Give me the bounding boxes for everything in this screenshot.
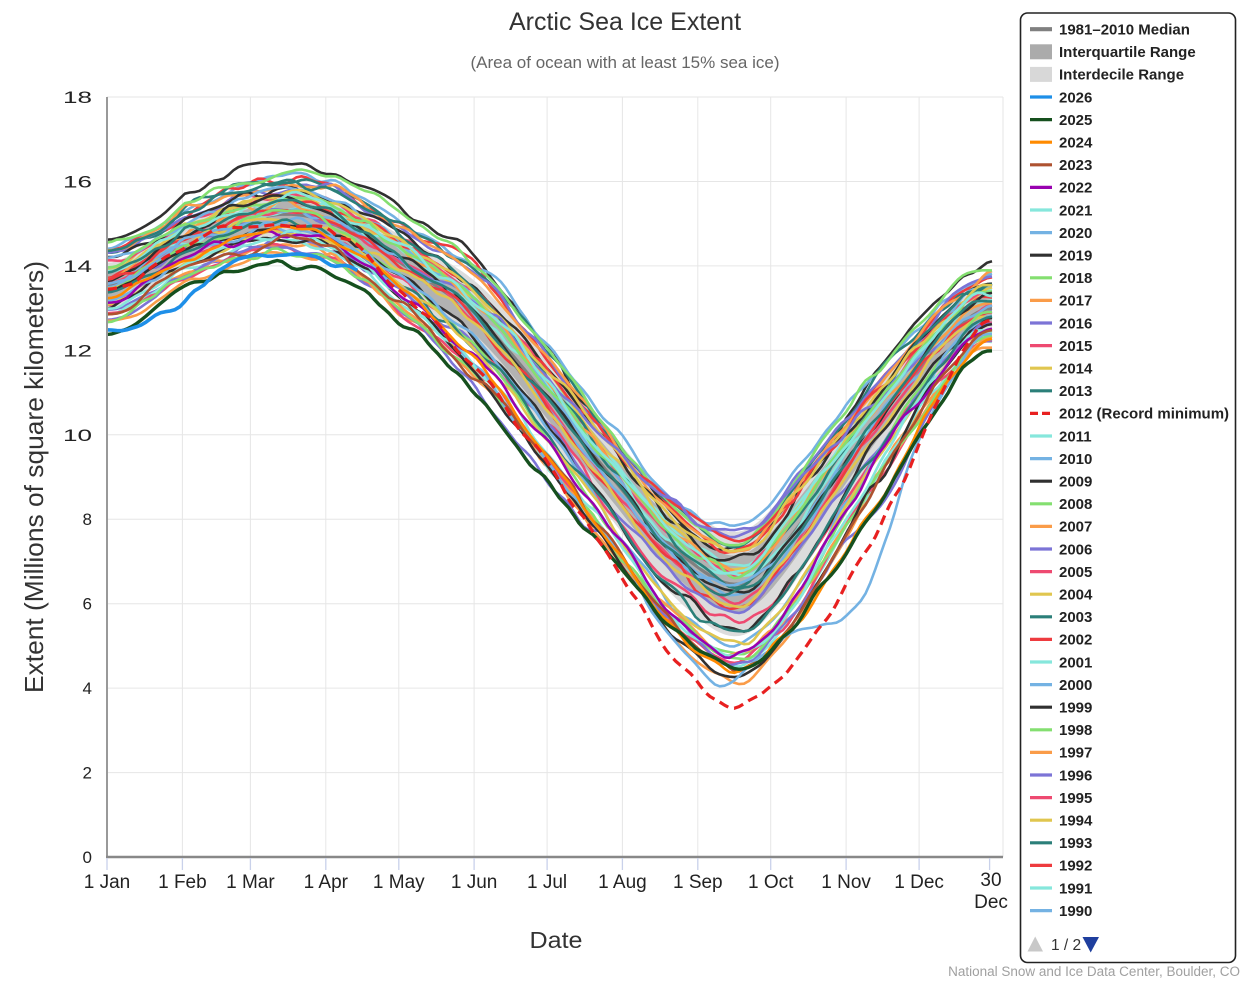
svg-text:Extent (Millions of square kil: Extent (Millions of square kilometers): [19, 261, 49, 693]
svg-text:2024: 2024: [1059, 135, 1093, 152]
svg-text:4: 4: [83, 679, 92, 698]
svg-text:1991: 1991: [1059, 880, 1092, 897]
svg-text:Interquartile Range: Interquartile Range: [1059, 44, 1196, 61]
svg-text:1 Sep: 1 Sep: [673, 872, 723, 893]
svg-text:2017: 2017: [1059, 293, 1092, 310]
svg-text:2022: 2022: [1059, 180, 1092, 197]
svg-text:2001: 2001: [1059, 654, 1092, 671]
svg-text:1999: 1999: [1059, 700, 1092, 717]
svg-text:1995: 1995: [1059, 790, 1092, 807]
svg-text:2009: 2009: [1059, 474, 1092, 491]
svg-text:2016: 2016: [1059, 315, 1092, 332]
svg-text:1 / 2: 1 / 2: [1051, 937, 1081, 954]
svg-text:2: 2: [83, 764, 92, 783]
svg-text:2023: 2023: [1059, 157, 1092, 174]
svg-text:1992: 1992: [1059, 858, 1092, 875]
svg-text:2018: 2018: [1059, 270, 1092, 287]
svg-text:2002: 2002: [1059, 632, 1092, 649]
svg-text:2015: 2015: [1059, 338, 1092, 355]
svg-text:2005: 2005: [1059, 564, 1092, 581]
svg-text:1 Oct: 1 Oct: [748, 872, 794, 893]
svg-text:1 May: 1 May: [373, 872, 425, 893]
svg-text:Interdecile Range: Interdecile Range: [1059, 67, 1184, 84]
svg-text:1 Nov: 1 Nov: [821, 872, 871, 893]
svg-text:0: 0: [83, 848, 92, 867]
svg-text:1 Mar: 1 Mar: [226, 872, 275, 893]
svg-text:2021: 2021: [1059, 202, 1092, 219]
svg-text:2019: 2019: [1059, 248, 1092, 265]
svg-text:2026: 2026: [1059, 89, 1092, 106]
svg-text:1993: 1993: [1059, 835, 1092, 852]
svg-text:2000: 2000: [1059, 677, 1092, 694]
svg-text:10: 10: [63, 426, 92, 445]
svg-text:8: 8: [83, 510, 92, 529]
svg-text:1 Dec: 1 Dec: [894, 872, 944, 893]
svg-text:1997: 1997: [1059, 745, 1092, 762]
svg-text:2012 (Record minimum): 2012 (Record minimum): [1059, 406, 1229, 423]
svg-text:2020: 2020: [1059, 225, 1092, 242]
svg-text:2008: 2008: [1059, 496, 1092, 513]
svg-text:1 Jan: 1 Jan: [84, 872, 130, 893]
svg-text:(Area of ocean with at least 1: (Area of ocean with at least 15% sea ice…: [471, 53, 780, 72]
svg-text:2006: 2006: [1059, 541, 1092, 558]
svg-text:Date: Date: [530, 927, 583, 953]
svg-text:1981–2010 Median: 1981–2010 Median: [1059, 22, 1190, 39]
svg-text:1 Apr: 1 Apr: [304, 872, 349, 893]
svg-text:2007: 2007: [1059, 519, 1092, 536]
svg-text:1 Feb: 1 Feb: [158, 872, 207, 893]
svg-text:1996: 1996: [1059, 767, 1092, 784]
svg-text:1994: 1994: [1059, 813, 1093, 830]
svg-text:2010: 2010: [1059, 451, 1092, 468]
svg-text:18: 18: [63, 88, 92, 107]
svg-text:1 Jul: 1 Jul: [527, 872, 567, 893]
svg-text:1990: 1990: [1059, 903, 1092, 920]
svg-text:2011: 2011: [1059, 428, 1092, 445]
svg-text:14: 14: [63, 257, 92, 276]
svg-text:2003: 2003: [1059, 609, 1092, 626]
svg-text:2014: 2014: [1059, 361, 1093, 378]
svg-text:Arctic Sea Ice Extent: Arctic Sea Ice Extent: [509, 8, 741, 36]
svg-text:Dec: Dec: [974, 892, 1008, 913]
svg-text:National Snow and Ice Data Cen: National Snow and Ice Data Center, Bould…: [948, 964, 1240, 979]
svg-text:2013: 2013: [1059, 383, 1092, 400]
svg-text:30: 30: [980, 870, 1001, 891]
svg-text:2004: 2004: [1059, 587, 1093, 604]
svg-text:6: 6: [83, 595, 92, 614]
svg-text:1998: 1998: [1059, 722, 1092, 739]
svg-text:1 Jun: 1 Jun: [451, 872, 497, 893]
svg-text:2025: 2025: [1059, 112, 1092, 129]
svg-text:16: 16: [63, 173, 92, 192]
svg-text:12: 12: [63, 341, 92, 360]
svg-text:1 Aug: 1 Aug: [598, 872, 647, 893]
